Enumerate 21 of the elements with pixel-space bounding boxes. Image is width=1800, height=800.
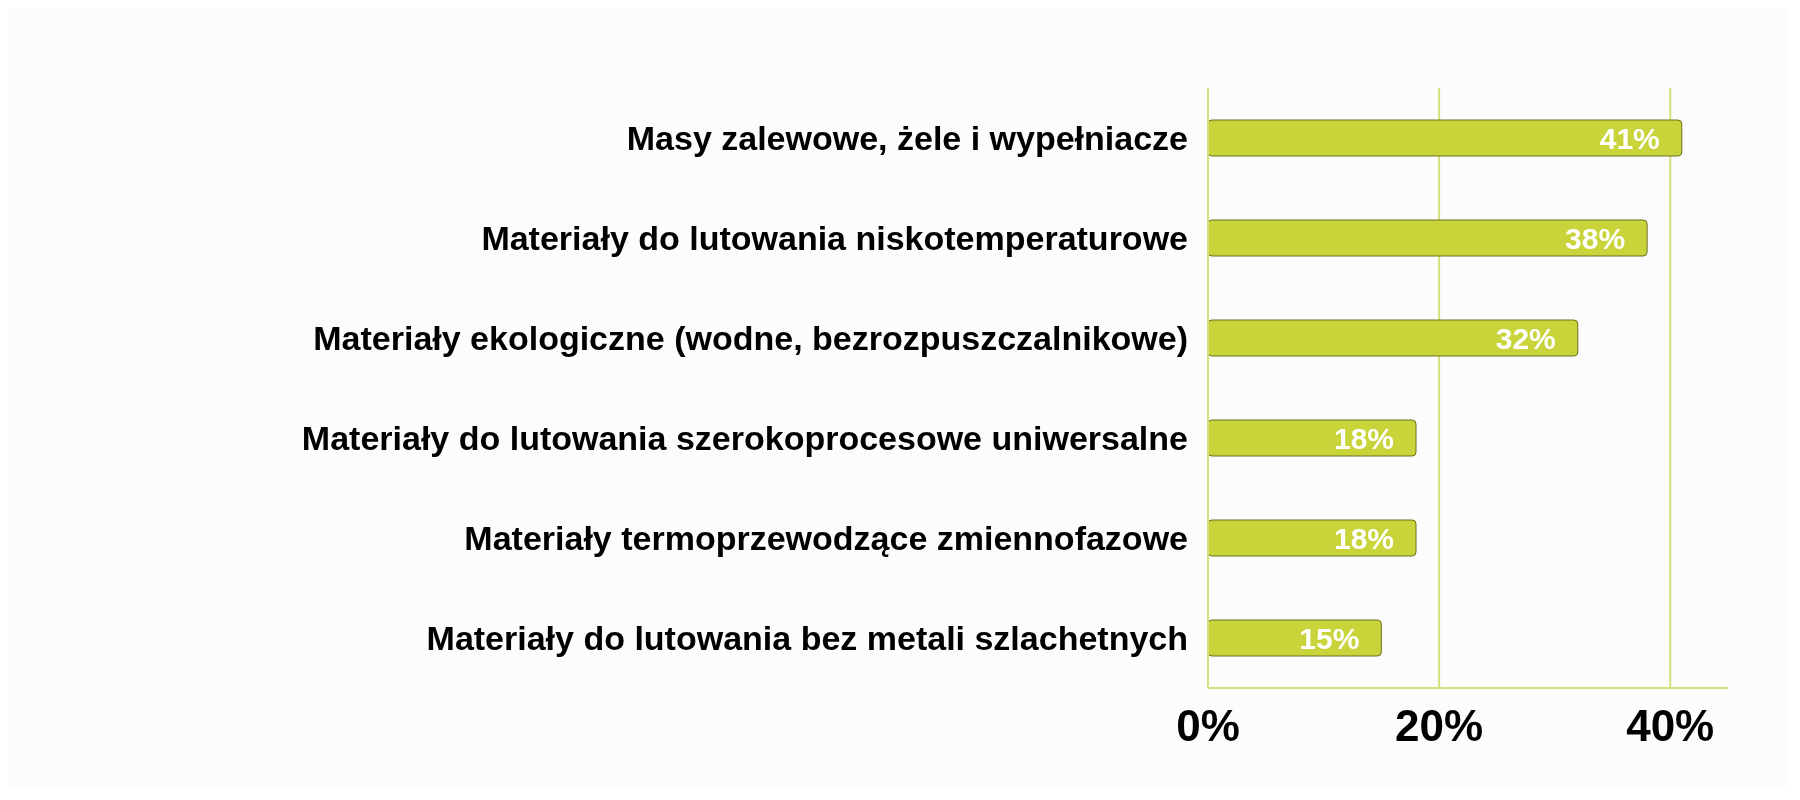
x-tick-label: 0% (1176, 701, 1240, 751)
bar (1208, 519, 1417, 557)
x-tick-label: 20% (1395, 701, 1484, 751)
data-label: 18% (1333, 521, 1394, 555)
data-label: 18% (1333, 421, 1394, 455)
bar (1208, 619, 1382, 657)
y-tick-label: Materiały ekologiczne (wodne, bezrozpuszczalnikowe) (313, 319, 1188, 358)
bar (1208, 119, 1683, 157)
y-tick-label: Masy zalewowe, żele i wypełniacze (626, 119, 1188, 158)
data-label: 32% (1495, 321, 1556, 355)
bar (1208, 319, 1579, 357)
data-label: 15% (1299, 621, 1360, 655)
y-tick-label: Materiały do lutowania bez metali szlachetnych (426, 619, 1188, 658)
y-tick-label: Materiały do lutowania niskotemperaturowe (481, 219, 1188, 258)
bar (1208, 219, 1648, 257)
x-tick-label: 40% (1626, 701, 1715, 751)
data-label: 38% (1565, 221, 1626, 255)
data-label: 41% (1599, 121, 1660, 155)
bar (1208, 419, 1417, 457)
y-tick-label: Materiały do lutowania szerokoprocesowe uniwersalne (301, 419, 1188, 458)
y-tick-label: Materiały termoprzewodzące zmiennofazowe (464, 519, 1188, 558)
